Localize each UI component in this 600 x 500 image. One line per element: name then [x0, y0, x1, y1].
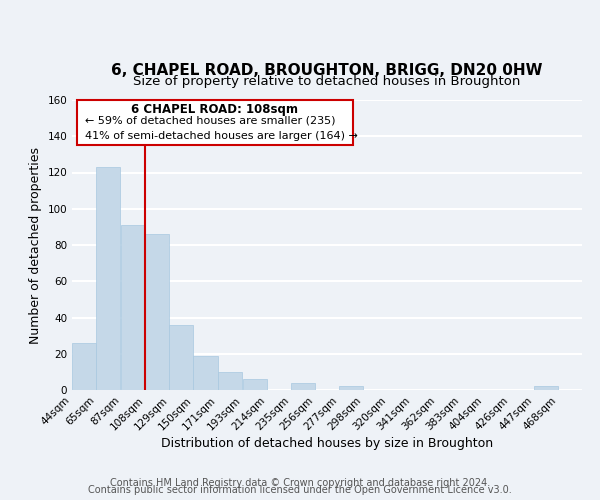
Bar [339, 386, 363, 390]
Text: Contains public sector information licensed under the Open Government Licence v3: Contains public sector information licen… [88, 485, 512, 495]
Text: Size of property relative to detached houses in Broughton: Size of property relative to detached ho… [133, 76, 521, 88]
Bar [121, 225, 145, 390]
Bar [218, 372, 242, 390]
Text: Contains HM Land Registry data © Crown copyright and database right 2024.: Contains HM Land Registry data © Crown c… [110, 478, 490, 488]
Text: 6 CHAPEL ROAD: 108sqm: 6 CHAPEL ROAD: 108sqm [131, 103, 298, 116]
Bar [96, 167, 120, 390]
Bar [243, 379, 267, 390]
X-axis label: Distribution of detached houses by size in Broughton: Distribution of detached houses by size … [161, 438, 493, 450]
Text: ← 59% of detached houses are smaller (235): ← 59% of detached houses are smaller (23… [85, 115, 335, 125]
Bar [291, 383, 315, 390]
Bar [169, 325, 193, 390]
Y-axis label: Number of detached properties: Number of detached properties [29, 146, 42, 344]
Text: 41% of semi-detached houses are larger (164) →: 41% of semi-detached houses are larger (… [85, 131, 358, 141]
Bar [193, 356, 218, 390]
Bar [145, 234, 169, 390]
Bar [72, 343, 96, 390]
FancyBboxPatch shape [77, 100, 353, 145]
Bar [534, 386, 558, 390]
Title: 6, CHAPEL ROAD, BROUGHTON, BRIGG, DN20 0HW: 6, CHAPEL ROAD, BROUGHTON, BRIGG, DN20 0… [111, 63, 543, 78]
